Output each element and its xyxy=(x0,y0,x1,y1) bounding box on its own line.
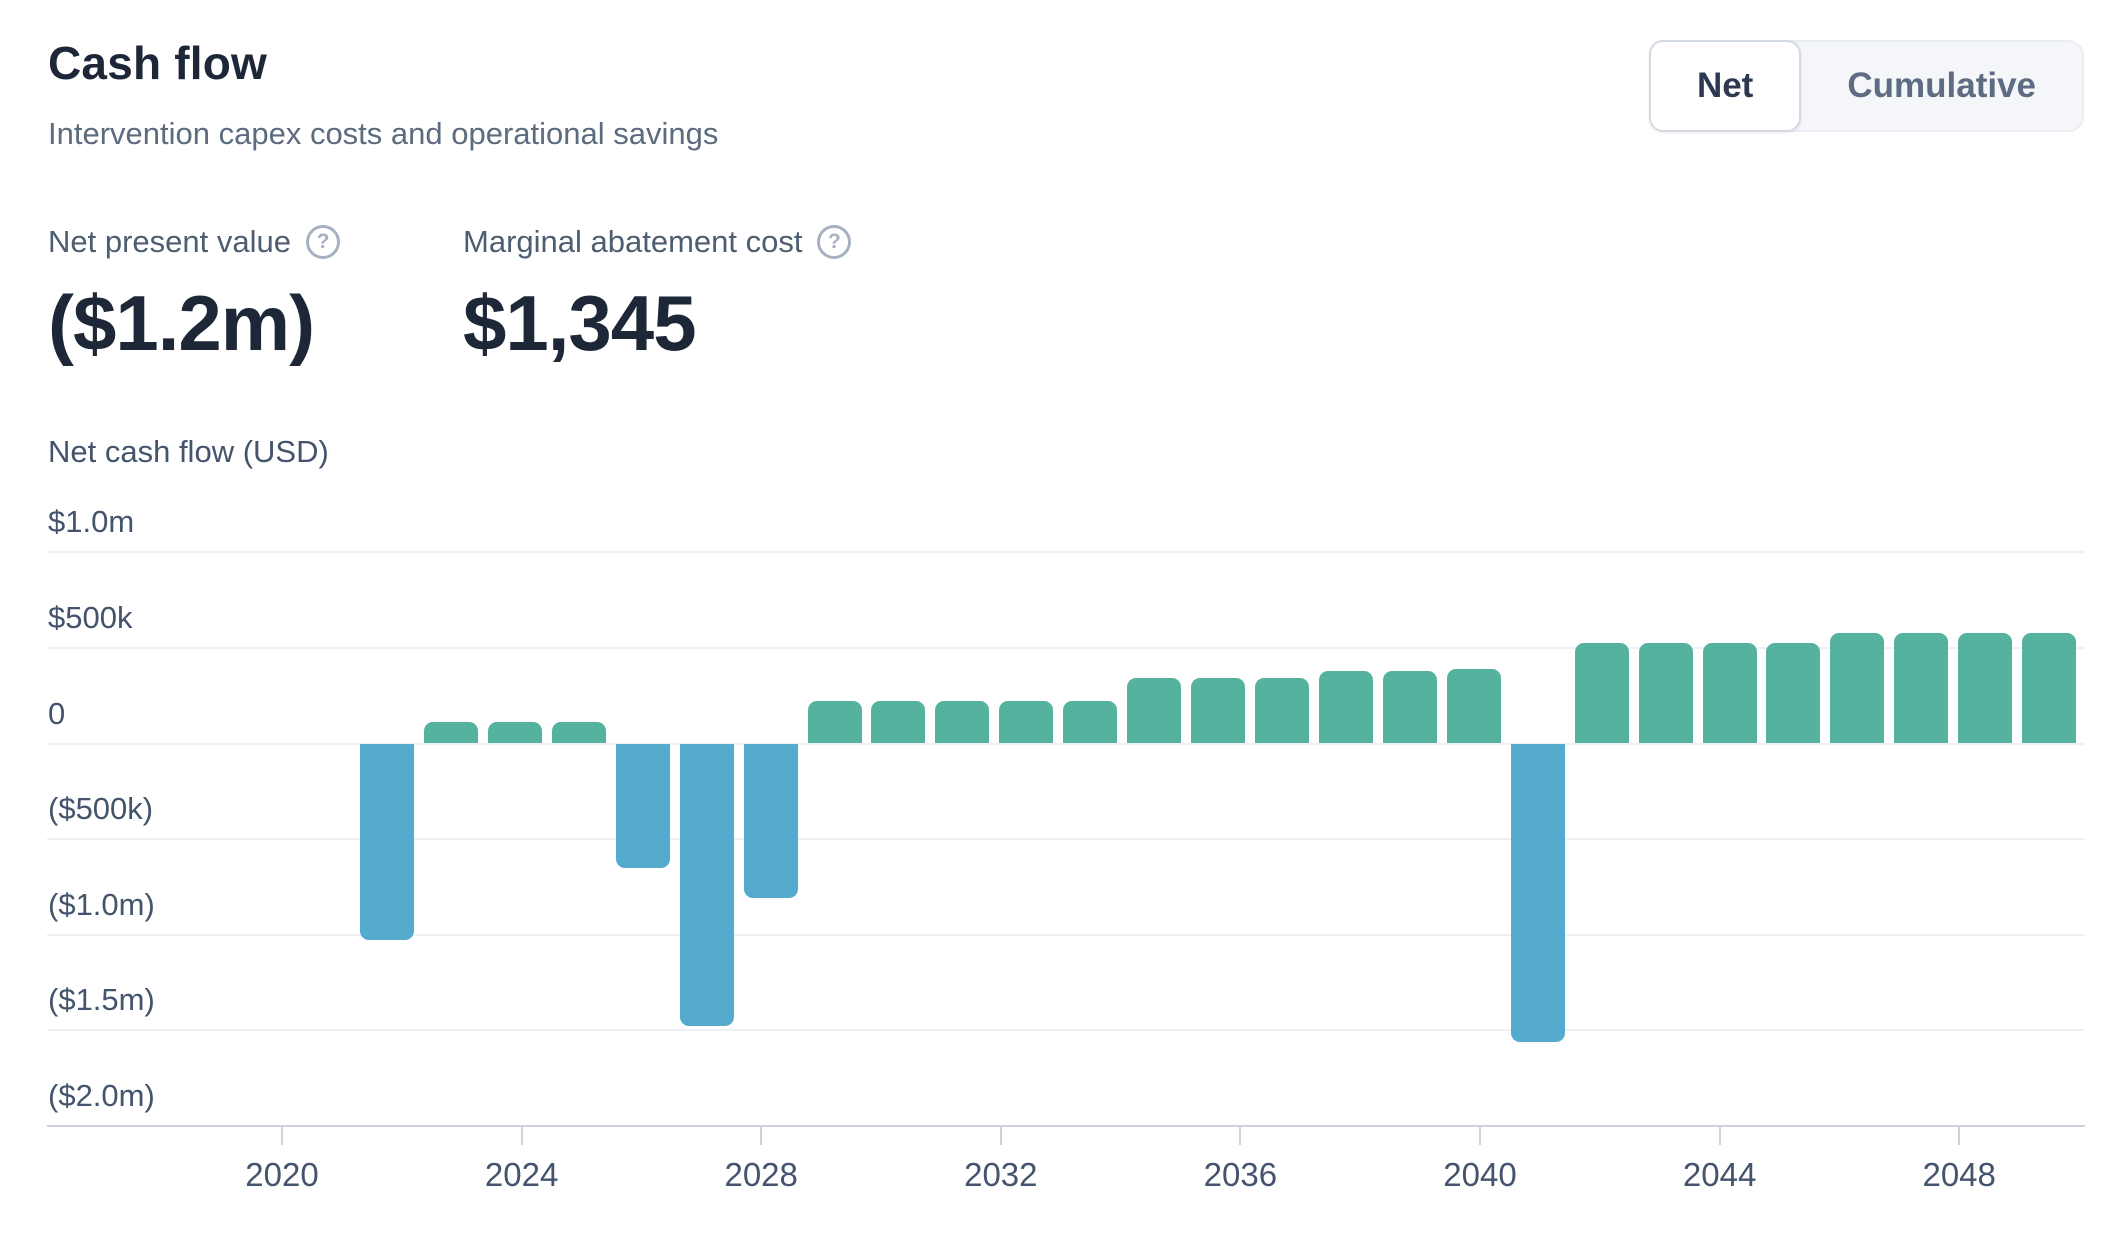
x-tick-label: 2036 xyxy=(1203,1156,1278,1193)
bar-2038[interactable] xyxy=(1382,670,1437,744)
bar-2041[interactable] xyxy=(1574,643,1629,744)
npv-help-icon[interactable]: ? xyxy=(305,225,340,259)
x-tick-label: 2024 xyxy=(484,1156,559,1193)
bar-2046[interactable] xyxy=(1894,632,1949,744)
bar-2045[interactable] xyxy=(1830,632,1885,744)
bar-2035[interactable] xyxy=(1191,678,1246,744)
bar-2048[interactable] xyxy=(2022,632,2077,744)
mac-stat: Marginal abatement cost ? $1,345 xyxy=(463,224,852,369)
x-tick-mark xyxy=(999,1127,1002,1145)
bar-2033[interactable] xyxy=(1063,701,1118,744)
x-tick-mark xyxy=(281,1127,283,1145)
page-title: Cash flow xyxy=(48,37,268,89)
bar-2023[interactable] xyxy=(423,721,478,744)
mac-label: Marginal abatement cost xyxy=(463,224,803,259)
mac-help-icon[interactable]: ? xyxy=(817,225,852,259)
npv-value: ($1.2m) xyxy=(48,279,315,367)
bar-2022[interactable] xyxy=(360,743,414,941)
view-toggle: Net Cumulative xyxy=(1648,40,2084,132)
x-tick-label: 2020 xyxy=(245,1156,319,1193)
x-tick-mark xyxy=(1718,1127,1721,1145)
bar-2027[interactable] xyxy=(679,743,734,1027)
npv-label: Net present value xyxy=(48,224,291,259)
gridline xyxy=(47,742,2085,745)
bar-2034[interactable] xyxy=(1127,678,1182,744)
bar-2036[interactable] xyxy=(1255,678,1310,744)
x-tick-label: 2032 xyxy=(964,1156,1038,1193)
x-tick-mark xyxy=(1958,1127,1961,1145)
page-subtitle: Intervention capex costs and operational… xyxy=(48,116,719,151)
bar-2026[interactable] xyxy=(615,743,670,868)
npv-stat: Net present value ? ($1.2m) xyxy=(48,224,340,369)
x-tick-label: 2044 xyxy=(1682,1156,1757,1193)
chart-title: Net cash flow (USD) xyxy=(48,434,329,469)
toggle-cumulative-button[interactable]: Cumulative xyxy=(1801,42,2082,130)
bar-2042[interactable] xyxy=(1638,643,1693,744)
x-tick-mark xyxy=(1479,1127,1481,1145)
y-tick-label: ($1.5m) xyxy=(48,982,155,1018)
y-tick-label: ($500k) xyxy=(48,791,154,827)
x-axis-line xyxy=(47,1124,2085,1127)
bar-2029[interactable] xyxy=(807,701,862,744)
x-tick-mark xyxy=(1239,1127,1242,1145)
bar-2030[interactable] xyxy=(871,701,926,744)
y-tick-label: $1.0m xyxy=(48,504,135,540)
bar-2047[interactable] xyxy=(1958,632,2013,744)
bar-2044[interactable] xyxy=(1766,643,1821,744)
gridline xyxy=(47,551,2085,554)
bar-2040[interactable] xyxy=(1510,743,1565,1042)
gridline xyxy=(47,838,2085,841)
y-tick-label: ($2.0m) xyxy=(48,1077,155,1113)
y-tick-label: ($1.0m) xyxy=(48,886,155,922)
bar-2032[interactable] xyxy=(999,701,1054,744)
gridline xyxy=(47,933,2085,936)
toggle-net-button[interactable]: Net xyxy=(1648,40,1802,132)
y-tick-label: $500k xyxy=(48,599,133,635)
gridline xyxy=(47,1029,2085,1032)
x-tick-label: 2048 xyxy=(1922,1156,1996,1193)
x-tick-mark xyxy=(520,1127,523,1145)
bar-2039[interactable] xyxy=(1446,668,1501,744)
bar-2037[interactable] xyxy=(1318,670,1373,744)
bar-2025[interactable] xyxy=(551,721,606,744)
bar-2024[interactable] xyxy=(487,721,542,744)
bar-2031[interactable] xyxy=(935,701,990,744)
x-tick-mark xyxy=(760,1127,763,1145)
mac-value: $1,345 xyxy=(463,279,697,367)
y-tick-label: 0 xyxy=(48,695,66,731)
x-tick-label: 2040 xyxy=(1443,1156,1517,1193)
bar-2043[interactable] xyxy=(1702,643,1757,744)
gridline xyxy=(47,646,2085,649)
x-tick-label: 2028 xyxy=(724,1156,798,1193)
bar-2028[interactable] xyxy=(743,743,798,899)
